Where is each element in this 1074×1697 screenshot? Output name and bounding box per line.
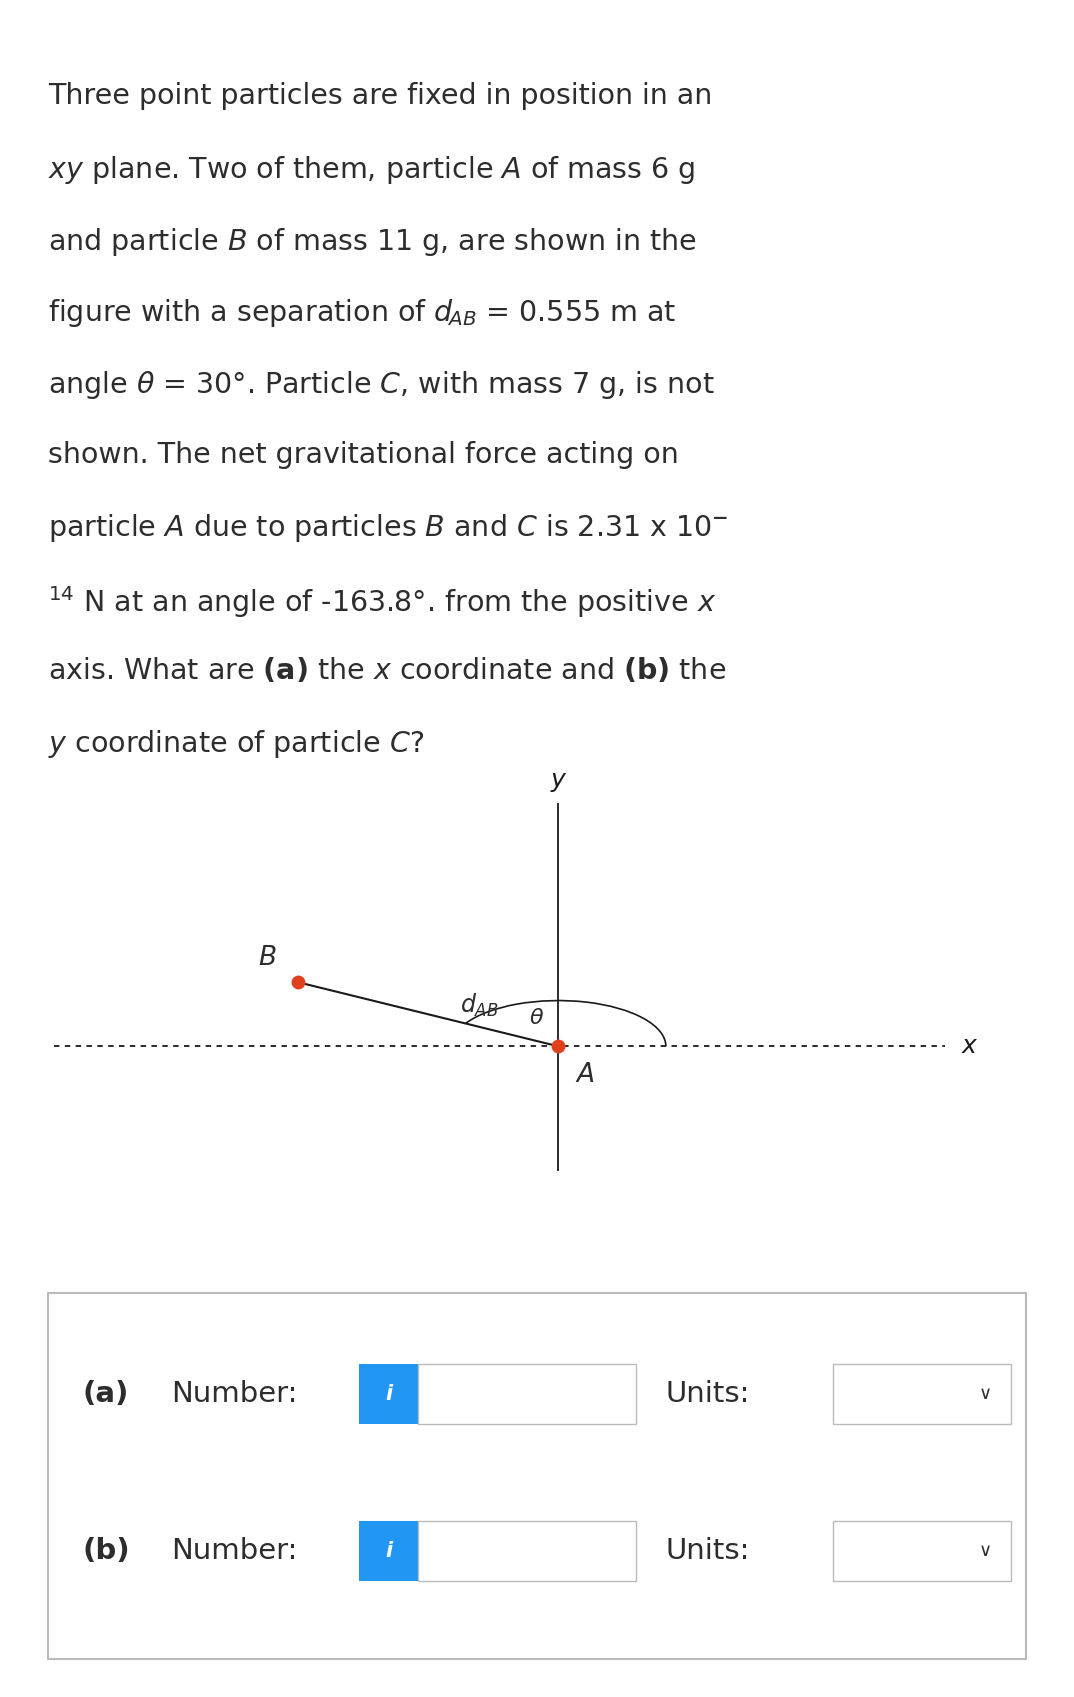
Text: $\theta$: $\theta$ (529, 1008, 545, 1028)
Text: ∨: ∨ (978, 1543, 991, 1560)
Text: Three point particles are fixed in position in an: Three point particles are fixed in posit… (48, 81, 712, 110)
Text: Units:: Units: (666, 1537, 750, 1565)
Text: and particle $B$ of mass 11 g, are shown in the: and particle $B$ of mass 11 g, are shown… (48, 226, 697, 258)
Text: (b): (b) (83, 1537, 130, 1565)
Text: $xy$ plane. Two of them, particle $A$ of mass 6 g: $xy$ plane. Two of them, particle $A$ of… (48, 154, 696, 185)
Text: $y$: $y$ (550, 770, 567, 794)
Text: axis. What are $\mathbf{(a)}$ the $x$ coordinate and $\mathbf{(b)}$ the: axis. What are $\mathbf{(a)}$ the $x$ co… (48, 657, 726, 686)
Bar (359, 1364, 419, 1424)
Point (550, 1033, 567, 1061)
Text: $d_{AB}$: $d_{AB}$ (461, 991, 499, 1018)
Text: angle $\theta$ = 30°. Particle $C$, with mass 7 g, is not: angle $\theta$ = 30°. Particle $C$, with… (48, 368, 715, 400)
Bar (833, 1521, 1012, 1582)
Bar (359, 1521, 419, 1582)
Text: $x$: $x$ (961, 1035, 978, 1059)
Text: $y$ coordinate of particle $C$?: $y$ coordinate of particle $C$? (48, 728, 424, 760)
Text: $B$: $B$ (258, 945, 277, 971)
Text: $A$: $A$ (575, 1062, 594, 1088)
Text: particle $A$ due to particles $B$ and $C$ is 2.31 x 10$^{\mathbf{-}}$: particle $A$ due to particles $B$ and $C… (48, 512, 729, 545)
Text: figure with a separation of $d_{\!AB}$ = 0.555 m at: figure with a separation of $d_{\!AB}$ =… (48, 297, 677, 329)
Point (290, 969, 307, 996)
Text: ∨: ∨ (978, 1385, 991, 1403)
Text: (a): (a) (83, 1380, 129, 1409)
Text: $^{14}$ N at an angle of -163.8°. from the positive $x$: $^{14}$ N at an angle of -163.8°. from t… (48, 584, 716, 619)
Text: i: i (386, 1541, 392, 1561)
Bar (833, 1364, 1012, 1424)
Text: Number:: Number: (172, 1380, 297, 1409)
Bar (419, 1521, 636, 1582)
Text: Units:: Units: (666, 1380, 750, 1409)
Text: shown. The net gravitational force acting on: shown. The net gravitational force actin… (48, 441, 679, 468)
Text: i: i (386, 1385, 392, 1403)
Bar (419, 1364, 636, 1424)
Text: Number:: Number: (172, 1537, 297, 1565)
